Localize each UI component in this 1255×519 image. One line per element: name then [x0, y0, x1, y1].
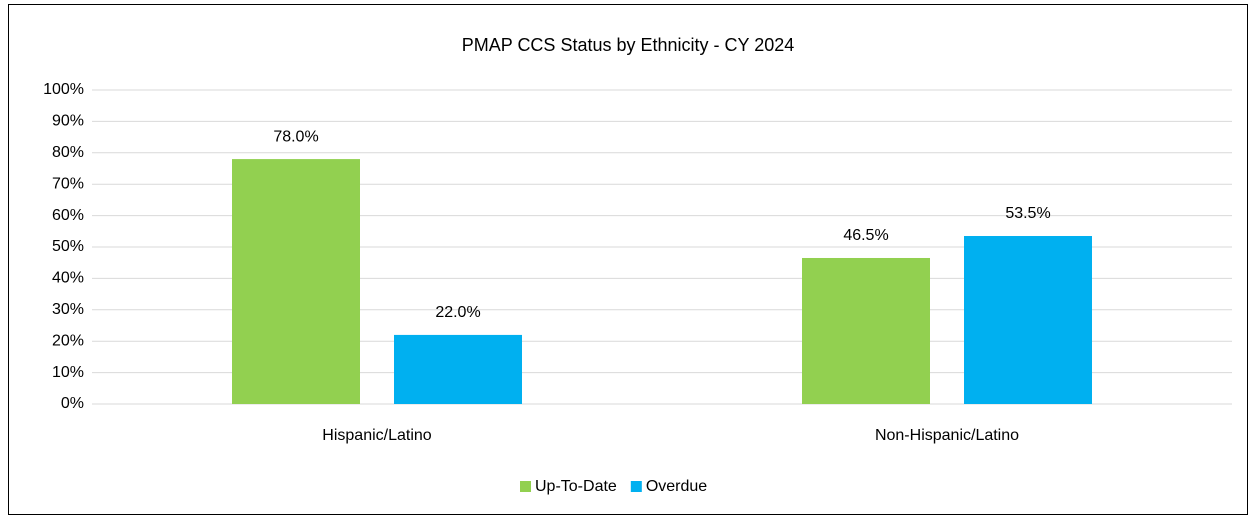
bar [232, 159, 360, 404]
chart-title: PMAP CCS Status by Ethnicity - CY 2024 [462, 35, 794, 55]
legend-label: Up-To-Date [535, 478, 617, 495]
y-tick-label: 20% [52, 332, 84, 349]
bar [394, 334, 522, 404]
y-tick-label: 40% [52, 270, 84, 287]
bar [802, 257, 930, 404]
data-label: 53.5% [1005, 205, 1050, 222]
legend-label: Overdue [646, 478, 707, 495]
legend-swatch [630, 481, 642, 492]
x-tick-label: Hispanic/Latino [322, 427, 432, 444]
data-label: 78.0% [273, 128, 318, 145]
y-tick-label: 0% [61, 395, 84, 412]
y-tick-label: 60% [52, 207, 84, 224]
data-label: 22.0% [435, 304, 480, 321]
y-tick-label: 90% [52, 113, 84, 130]
y-tick-label: 30% [52, 301, 84, 318]
x-tick-label: Non-Hispanic/Latino [875, 427, 1019, 444]
y-tick-label: 50% [52, 238, 84, 255]
y-tick-label: 10% [52, 364, 84, 381]
bar [964, 236, 1092, 404]
y-tick-label: 70% [52, 175, 84, 192]
y-tick-label: 100% [43, 81, 84, 98]
legend-swatch [520, 481, 531, 492]
data-label: 46.5% [843, 227, 888, 244]
y-tick-label: 80% [52, 144, 84, 161]
